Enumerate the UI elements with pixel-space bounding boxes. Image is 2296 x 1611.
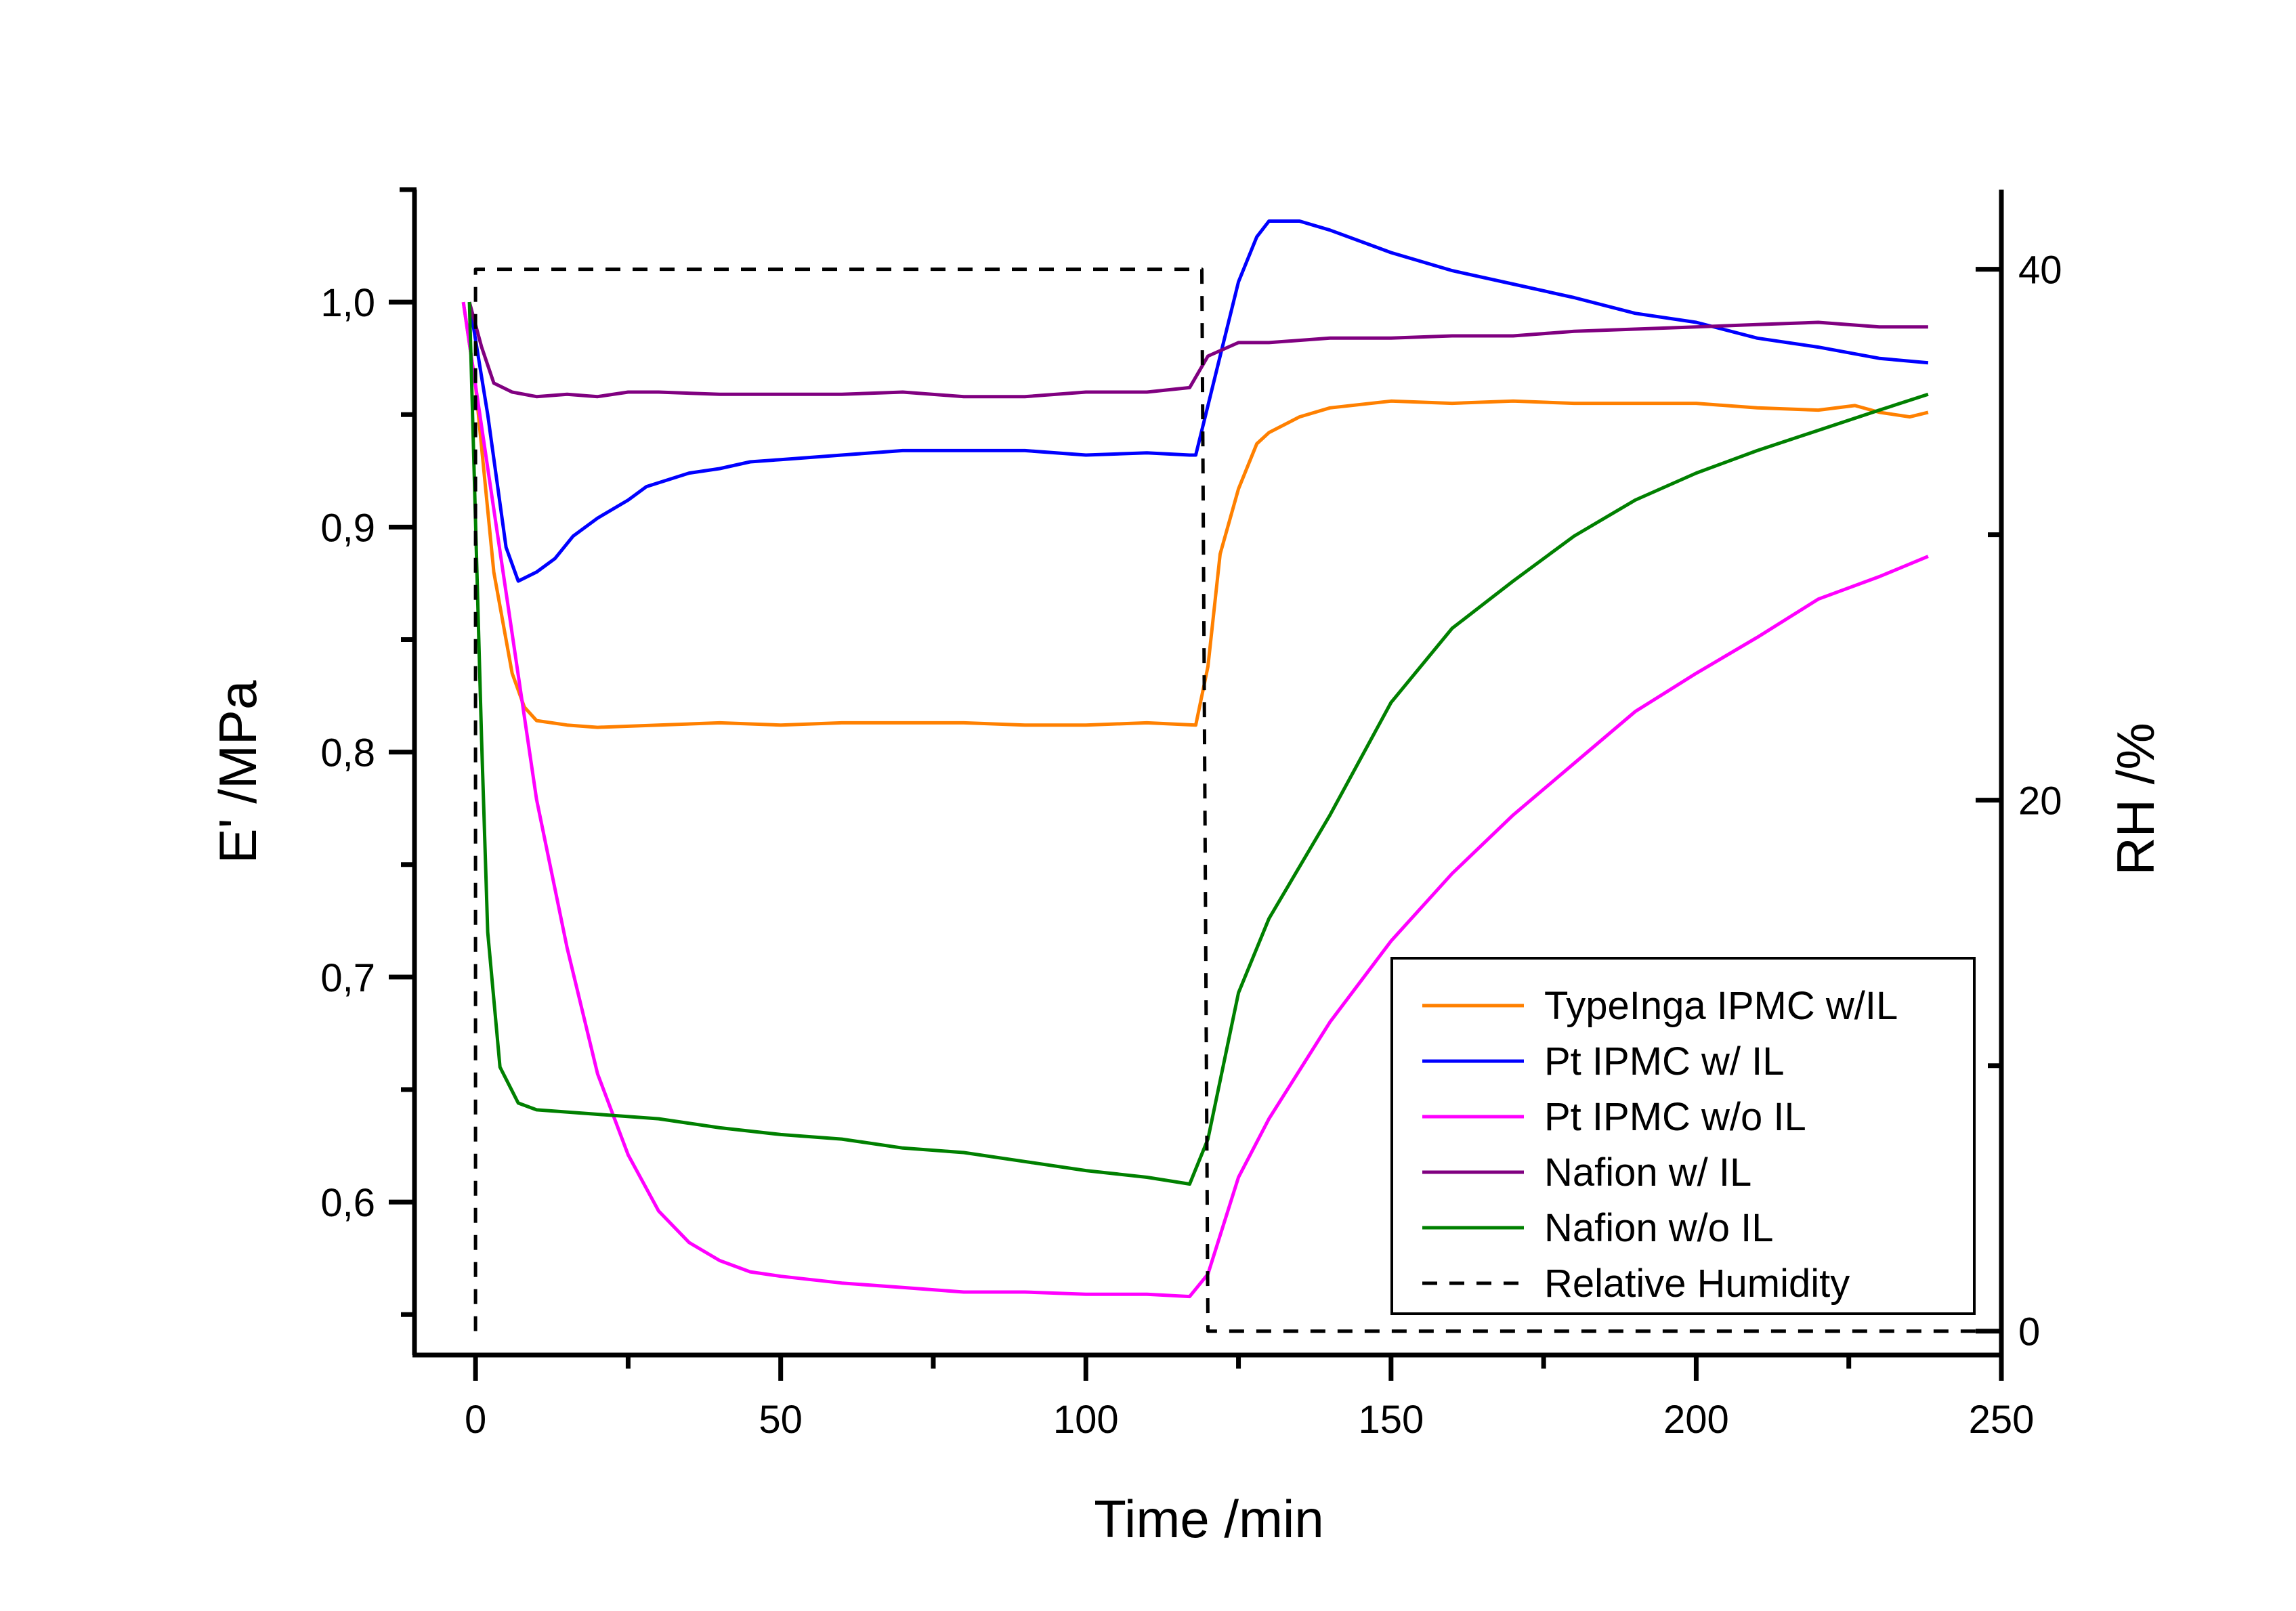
legend-label: Pt IPMC w/ IL [1544, 1039, 1785, 1083]
y-tick-label: 1,0 [320, 281, 375, 325]
legend-label: Relative Humidity [1544, 1262, 1850, 1306]
legend-label: TypeInga IPMC w/IL [1544, 984, 1898, 1028]
series-line-relative-humidity [473, 267, 2001, 1333]
legend-label: Nafion w/ IL [1544, 1151, 1751, 1195]
x-tick-label: 200 [1663, 1398, 1729, 1442]
tick-labels: 0 50 100 150 200 250 0,6 0,7 0,8 0,9 1,0 0 20 40 [320, 249, 2062, 1442]
y2-axis-title: RH /% [2106, 723, 2165, 875]
y-tick-label: 0,7 [320, 956, 375, 1000]
x-tick-label: 250 [1969, 1398, 2035, 1442]
y2-tick-label: 0 [2018, 1310, 2040, 1354]
x-tick-label: 100 [1053, 1398, 1119, 1442]
y-tick-label: 0,8 [320, 731, 375, 775]
legend-item-nafion-w-il: Nafion w/ IL [1422, 1151, 1751, 1195]
y-axis-title: E' /MPa [208, 680, 268, 863]
y2-tick-label: 20 [2018, 779, 2062, 823]
legend-item-pt-ipmc-w-o-il: Pt IPMC w/o IL [1422, 1095, 1806, 1139]
series-line-pt-ipmc-w-o-il [461, 301, 1929, 1299]
series-line-nafion-w-il [467, 301, 1928, 399]
legend-items: TypeInga IPMC w/IL Pt IPMC w/ IL Pt IPMC w… [1422, 984, 1898, 1306]
x-axis-title: Time /min [1094, 1489, 1323, 1549]
series-line-nafion-w-o-il [467, 302, 1929, 1186]
legend-label: Nafion w/o IL [1544, 1206, 1774, 1250]
series-line-pt-ipmc-w-il [467, 219, 1929, 583]
legend-item-pt-ipmc-w-il: Pt IPMC w/ IL [1422, 1039, 1785, 1083]
plot-lines [461, 219, 2001, 1333]
y-tick-label: 0,6 [320, 1181, 375, 1225]
x-tick-label: 50 [759, 1398, 803, 1442]
legend-box [1390, 957, 1976, 1315]
ticks [389, 187, 2004, 1381]
legend-item-nafion-w-o-il: Nafion w/o IL [1422, 1206, 1774, 1250]
legend-label: Pt IPMC w/o IL [1544, 1095, 1806, 1139]
x-tick-label: 150 [1358, 1398, 1424, 1442]
x-tick-label: 0 [465, 1398, 486, 1442]
y2-tick-label: 40 [2018, 249, 2062, 293]
legend-item-typeinga-ipmc-w-il: TypeInga IPMC w/IL [1422, 984, 1898, 1028]
y-tick-label: 0,9 [320, 506, 375, 550]
series-line-typeinga-ipmc-w-il [461, 301, 1929, 729]
legend: TypeInga IPMC w/IL Pt IPMC w/ IL Pt IPMC w… [1390, 957, 1976, 1315]
axes [400, 187, 2004, 1358]
legend-item-relative-humidity: Relative Humidity [1422, 1262, 1850, 1306]
